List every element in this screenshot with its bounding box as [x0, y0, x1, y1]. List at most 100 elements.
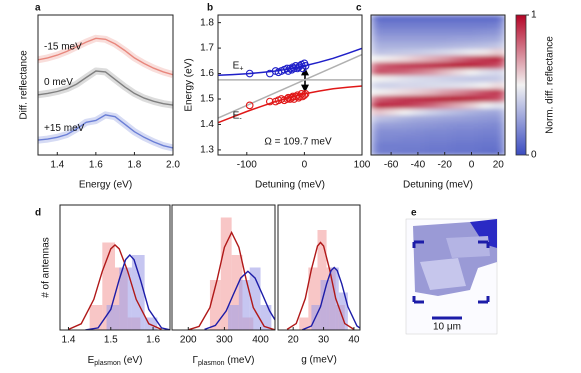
heatmap-cell	[384, 141, 399, 149]
gaussian-fit	[302, 266, 360, 330]
heatmap-cell	[478, 48, 493, 56]
heatmap-cell	[451, 135, 466, 143]
heatmap-cell	[478, 88, 493, 96]
y-axis-label: Diff. reflectance	[19, 50, 30, 120]
y-tick-label: 1.6	[200, 68, 214, 79]
heatmap-cell	[478, 121, 493, 129]
heatmap-cell	[438, 21, 452, 29]
x-tick-label: -20	[437, 160, 452, 171]
heatmap-cell	[397, 128, 412, 136]
heatmap-cell	[464, 68, 479, 76]
branch-label-main: E	[233, 110, 240, 121]
axes-frame	[370, 14, 506, 156]
heatmap-cell	[397, 15, 412, 23]
heatmap-cell	[397, 41, 412, 49]
heatmap-cell	[451, 115, 466, 123]
histogram-bar	[209, 280, 221, 330]
heatmap-cell	[478, 108, 493, 116]
data-point	[245, 101, 254, 110]
heatmap-cell	[397, 88, 412, 96]
heatmap-cell	[438, 101, 452, 109]
heatmap-cell	[384, 48, 399, 56]
heatmap-cell	[371, 75, 385, 83]
heatmap-cell	[464, 101, 479, 109]
heatmap-cell	[424, 141, 439, 149]
histogram-bar	[338, 292, 348, 330]
heatmap-cell	[384, 35, 399, 43]
heatmap-cell	[478, 75, 493, 83]
heatmap-cell	[491, 121, 505, 129]
heatmap-cell	[424, 48, 439, 56]
colorbar-tick-label: 0	[531, 150, 537, 161]
heatmap-cell	[464, 95, 479, 103]
heatmap-cell	[464, 148, 479, 155]
heatmap-cell	[438, 35, 452, 43]
data-point	[284, 93, 293, 102]
heatmap-cell	[384, 68, 399, 76]
heatmap-cell	[438, 48, 452, 56]
x-tick-label: 1.4	[62, 335, 76, 346]
branch-label-sub: -	[239, 115, 242, 122]
heatmap-cell	[451, 101, 466, 109]
heatmap-cell	[384, 28, 399, 36]
heatmap-cell	[371, 68, 385, 76]
data-point	[265, 97, 274, 106]
heatmap-cell	[438, 108, 452, 116]
gaussian-fit	[68, 244, 162, 330]
heatmap-cell	[384, 115, 399, 123]
heatmap-cell	[438, 75, 452, 83]
heatmap-cell	[464, 35, 479, 43]
histogram-bar	[220, 217, 232, 330]
heatmap-cell	[384, 75, 399, 83]
heatmap-cell	[424, 95, 439, 103]
histogram-bar	[231, 255, 243, 330]
heatmap-cell	[438, 135, 452, 143]
heatmap-cell	[411, 95, 426, 103]
heatmap-cell	[478, 128, 493, 136]
y-axis-label: # of antennas	[41, 237, 52, 298]
scale-bar-label: 10 μm	[433, 322, 461, 333]
heatmap-cell	[451, 15, 466, 23]
heatmap-cell	[464, 81, 479, 89]
heatmap-cell	[384, 61, 399, 69]
fit-line	[38, 37, 173, 76]
fit-line	[38, 70, 173, 106]
heatmap-cell	[371, 141, 385, 149]
data-point	[301, 62, 310, 70]
colorbar-tick-label: 1	[531, 10, 537, 21]
x-tick-label: 2.0	[166, 160, 180, 171]
heatmap-cell	[438, 41, 452, 49]
heatmap-cell	[384, 148, 399, 155]
heatmap-cell	[491, 108, 505, 116]
heatmap-cell	[371, 101, 385, 109]
x-tick-label: 400	[252, 335, 269, 346]
heatmap-cell	[411, 81, 426, 89]
heatmap-cell	[464, 141, 479, 149]
heatmap-cell	[371, 128, 385, 136]
heatmap-cell	[451, 48, 466, 56]
markers	[412, 240, 490, 304]
heatmap-cell	[411, 121, 426, 129]
histogram-bar	[299, 317, 309, 330]
heatmap-cell	[397, 81, 412, 89]
heatmap-cell	[491, 148, 505, 155]
heatmap-cell	[411, 21, 426, 29]
heatmap-cell	[397, 108, 412, 116]
histogram-bar	[329, 267, 339, 330]
data-point	[293, 64, 302, 73]
heatmap-cell	[424, 88, 439, 96]
heatmap-cell	[411, 135, 426, 143]
heatmap-cell	[491, 15, 505, 23]
heatmap-cell	[424, 55, 439, 63]
heatmap-cell	[397, 121, 412, 129]
heatmap-cell	[424, 101, 439, 109]
heatmap-cell	[491, 115, 505, 123]
heatmap-cell	[451, 61, 466, 69]
heatmap-cell	[451, 35, 466, 43]
heatmap-cell	[384, 21, 399, 29]
heatmap-cell	[397, 141, 412, 149]
heatmap-cell	[478, 135, 493, 143]
heatmap-cell	[371, 15, 385, 23]
heatmap-cell	[451, 75, 466, 83]
heatmap-cell	[397, 28, 412, 36]
